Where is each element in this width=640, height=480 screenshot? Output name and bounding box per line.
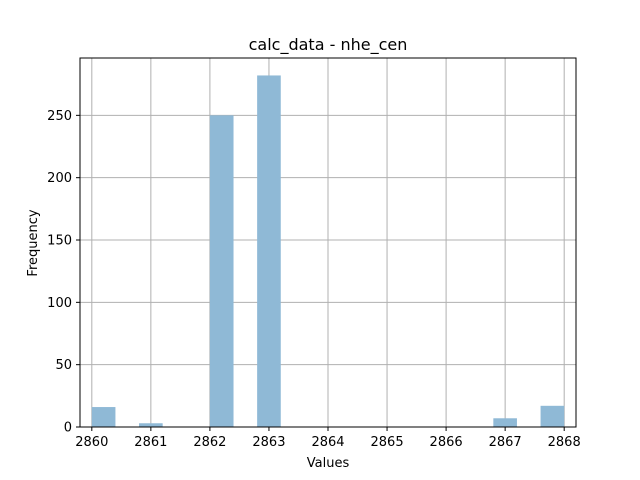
histogram-bar — [540, 405, 565, 427]
x-tick-label: 2864 — [311, 435, 344, 450]
x-tick-label: 2860 — [75, 435, 108, 450]
x-axis-ticks: 2860 2861 2862 2863 2864 2865 2866 2867 2868 — [75, 427, 581, 450]
x-tick-label: 2868 — [548, 435, 581, 450]
histogram-bar — [493, 418, 517, 427]
histogram-bar — [209, 115, 234, 427]
x-tick-label: 2867 — [489, 435, 522, 450]
histogram-bar — [257, 75, 281, 428]
x-tick-label: 2862 — [193, 435, 226, 450]
y-axis-label: Frequency — [26, 209, 41, 276]
y-tick-label: 250 — [47, 109, 72, 124]
x-tick-label: 2866 — [430, 435, 463, 450]
y-tick-label: 150 — [47, 234, 72, 249]
chart-title: calc_data - nhe_cen — [249, 35, 408, 55]
x-tick-label: 2865 — [371, 435, 404, 450]
bars-group — [91, 75, 565, 428]
x-tick-label: 2861 — [134, 435, 167, 450]
x-axis-label: Values — [307, 456, 350, 471]
histogram-bar — [139, 423, 163, 427]
y-tick-label: 100 — [47, 296, 72, 311]
histogram-bar — [91, 407, 116, 427]
y-tick-label: 50 — [55, 358, 72, 373]
x-tick-label: 2863 — [252, 435, 285, 450]
y-tick-label: 200 — [47, 171, 72, 186]
y-axis-ticks: 0 50 100 150 200 250 — [47, 109, 80, 436]
y-tick-label: 0 — [64, 421, 72, 436]
